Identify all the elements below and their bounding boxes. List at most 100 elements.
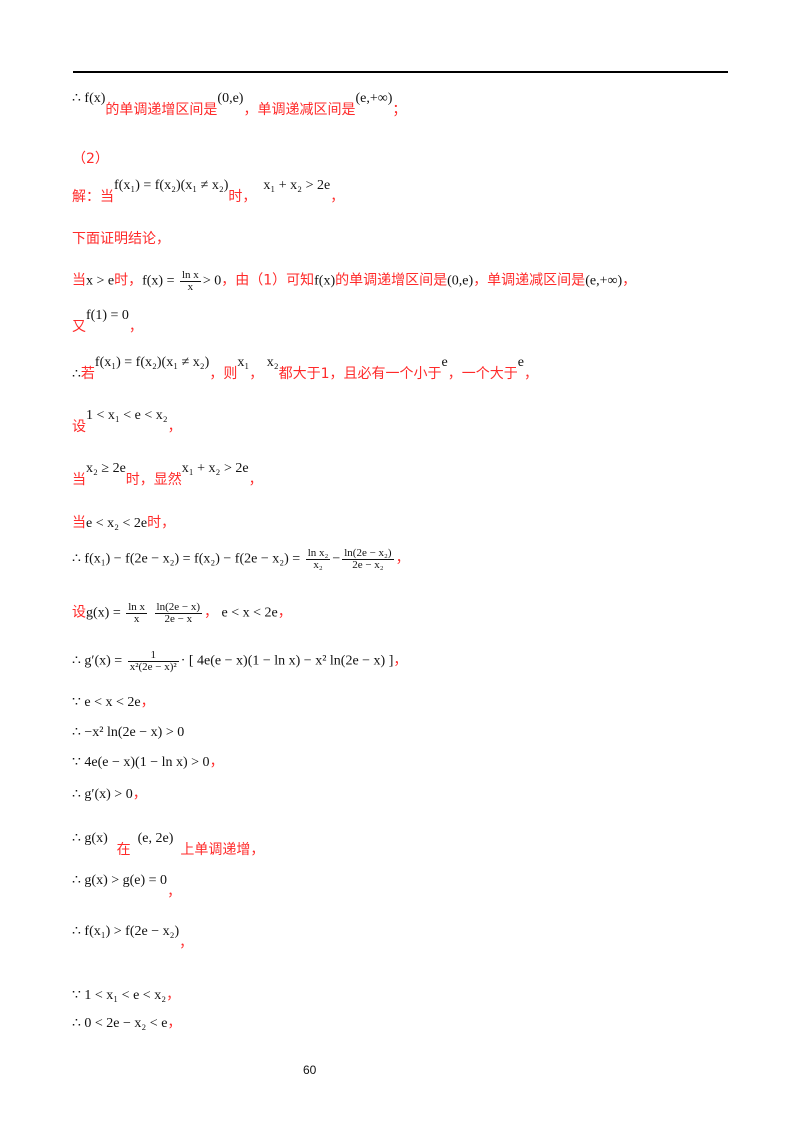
header-rule [73, 71, 728, 73]
math-expression [149, 606, 153, 621]
text-run: 时， [114, 272, 143, 289]
text-line: ∴ f(x)的单调递增区间是(0,e)，单调递减区间是(e,+∞)； [72, 92, 407, 118]
math-expression: x > e [86, 273, 115, 289]
math-expression: ∴ g(x) > g(e) = 0 [72, 873, 168, 888]
numerator: ln(2e − x) [154, 601, 203, 614]
denominator: 2e − x [164, 613, 193, 625]
math-expression: ∴ g′(x) > 0 [72, 787, 133, 802]
text-run: 的单调递增区间是 [105, 102, 218, 118]
text-run: ，一个大于 [447, 366, 518, 382]
math-expression: f(1) = 0 [86, 308, 129, 323]
math-expression: ∴ g′(x) = [72, 653, 126, 669]
math-expression: ∴ f(x₁) > f(2e − x₂) [72, 924, 180, 939]
math-expression: (e,+∞) [585, 273, 623, 289]
math-expression: (0,e) [447, 273, 474, 289]
text-run: 的单调递增区间是 [335, 272, 448, 289]
math-expression: · [ 4e(e − x)(1 − ln x) − x² ln(2e − x) … [180, 653, 394, 669]
math-expression: (0,e) [217, 91, 244, 106]
math-expression: ∴ f(x₁) − f(2e − x₂) = f(x₂) − f(2e − x₂… [72, 551, 304, 567]
text-line: ∴ g′(x) > 0， [72, 787, 147, 802]
math-expression: x₂ [263, 355, 279, 370]
text-run: 上单调递增， [180, 842, 265, 858]
math-expression: ∵ 4e(e − x)(1 − ln x) > 0 [72, 755, 210, 770]
text-run: 又 [72, 319, 86, 335]
math-expression: g(x) = [86, 605, 125, 621]
math-expression: e < x < 2e [218, 605, 278, 621]
text-line: ∵ 4e(e − x)(1 − ln x) > 0， [72, 755, 224, 770]
denominator: x²(2e − x)² [129, 661, 177, 673]
fraction: ln(2e − x₂) 2e − x₂ [342, 547, 394, 571]
text-run: ，单调递减区间是 [473, 272, 586, 289]
math-expression: e [441, 355, 448, 370]
text-run: ，单调递减区间是 [243, 102, 356, 118]
text-run: 解：当 [72, 189, 114, 205]
text-run: ； [392, 102, 407, 118]
text-run: ， [393, 652, 408, 669]
text-run: 设 [72, 604, 86, 621]
text-run: 下面证明结论， [72, 231, 170, 247]
math-expression: e [517, 355, 524, 370]
text-run: 时， [228, 189, 257, 205]
text-run: 都大于1，且必有一个小于 [278, 366, 442, 382]
text-run: ， [204, 604, 219, 621]
text-run: ， [277, 604, 292, 621]
math-expression: (e,+∞) [355, 91, 393, 106]
text-run: ， [132, 786, 147, 802]
text-run: 当 [72, 515, 86, 531]
text-run: ， [248, 472, 263, 488]
denominator: x [133, 613, 140, 625]
text-run: ， [140, 694, 155, 710]
math-expression: f(x₁) = f(x₂)(x₁ ≠ x₂) [114, 178, 229, 193]
text-run: ， [167, 419, 182, 435]
text-line: ∵ 1 < x₁ < e < x₂， [72, 988, 180, 1003]
fraction: ln x₂ x₂ [305, 547, 331, 571]
math-expression: x₁ + x₂ > 2e [181, 461, 249, 476]
text-run: ， [167, 884, 182, 900]
text-line: ∵ e < x < 2e， [72, 695, 155, 710]
page-number: 60 [303, 1063, 317, 1077]
denominator: x [187, 281, 194, 293]
text-line: （2） [72, 152, 109, 167]
text-line: ∴ f(x₁) − f(2e − x₂) = f(x₂) − f(2e − x₂… [72, 548, 410, 571]
math-expression: ∴ g(x) [72, 831, 108, 846]
text-run: ， [128, 319, 143, 335]
text-line: ∴ g′(x) = 1 x²(2e − x)² · [ 4e(e − x)(1 − … [72, 650, 407, 673]
math-expression: − [332, 551, 341, 567]
text-line: 当x > e时，f(x) = ln x x > 0，由（1）可知f(x)的单调递增区… [72, 270, 636, 293]
text-run: 当 [72, 472, 86, 488]
text-run: ， [249, 366, 264, 382]
text-run: （2） [72, 151, 109, 167]
text-line: ∴ −x² ln(2e − x) > 0 [72, 726, 184, 740]
numerator: ln(2e − x₂) [342, 547, 394, 560]
text-line: ∴ f(x₁) > f(2e − x₂)， [72, 925, 194, 951]
numerator: 1 [127, 650, 179, 662]
text-line: ∴ g(x) > g(e) = 0， [72, 874, 182, 900]
text-run: 时，显然 [125, 472, 182, 488]
text-line: 解：当f(x₁) = f(x₂)(x₁ ≠ x₂)时， x₁ + x₂ > 2e… [72, 179, 345, 205]
math-expression: f(x) [314, 273, 336, 289]
text-run: ， [166, 987, 181, 1003]
denominator: 2e − x₂ [352, 559, 384, 571]
numerator: ln x₂ [305, 547, 331, 560]
text-line: ∴ g(x) 在 (e, 2e) 上单调递增， [72, 832, 265, 858]
text-run: ，由（1）可知 [221, 272, 315, 289]
text-run: ， [179, 935, 194, 951]
text-line: 下面证明结论， [72, 232, 170, 247]
text-line: 设1 < x₁ < e < x₂， [72, 409, 182, 435]
text-run: ， [330, 189, 345, 205]
text-line: ∴ 0 < 2e − x₂ < e， [72, 1016, 181, 1031]
fraction: 1 x²(2e − x)² [127, 650, 179, 673]
text-run: 时， [147, 515, 176, 531]
text-run: ，则 [209, 366, 238, 382]
math-expression: ∴ f(x) [72, 91, 106, 106]
text-line: ∴若f(x₁) = f(x₂)(x₁ ≠ x₂)，则x₁， x₂都大于1，且必有… [72, 356, 538, 382]
math-expression: 1 < x₁ < e < x₂ [86, 408, 168, 423]
text-run: 设 [72, 419, 86, 435]
math-expression: f(x₁) = f(x₂)(x₁ ≠ x₂) [94, 355, 210, 370]
numerator: ln x [126, 601, 148, 614]
math-expression: ∴ −x² ln(2e − x) > 0 [72, 725, 185, 740]
